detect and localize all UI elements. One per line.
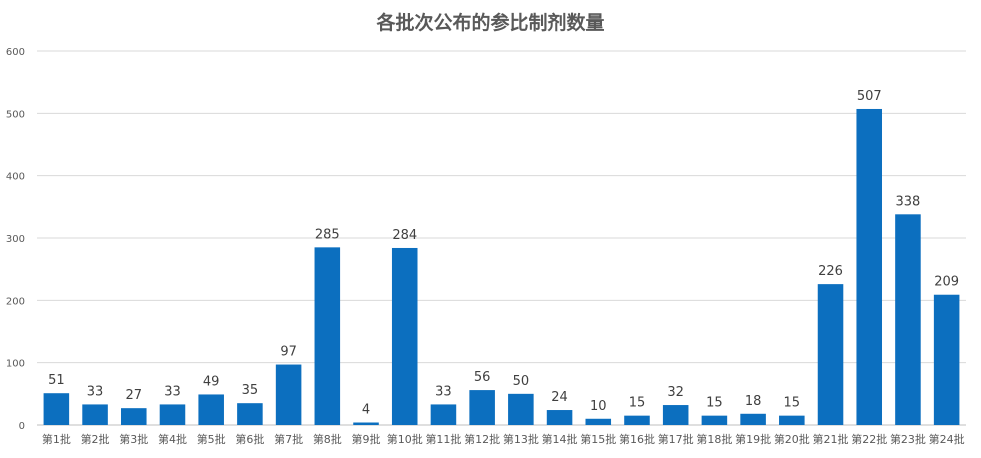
data-label: 56 bbox=[474, 370, 491, 385]
bar bbox=[314, 247, 341, 425]
y-tick-label: 500 bbox=[6, 109, 25, 120]
data-label: 4 bbox=[362, 403, 370, 418]
bar bbox=[662, 405, 689, 425]
data-label: 33 bbox=[164, 384, 181, 399]
y-tick-label: 100 bbox=[6, 359, 25, 370]
x-tick-label: 第19批 bbox=[735, 432, 771, 446]
data-label: 32 bbox=[667, 385, 684, 400]
data-label: 15 bbox=[706, 396, 723, 411]
data-label: 15 bbox=[784, 396, 801, 411]
bar bbox=[933, 294, 960, 425]
bar bbox=[469, 390, 495, 425]
bar bbox=[546, 410, 573, 425]
y-tick-label: 300 bbox=[6, 234, 25, 245]
data-label: 35 bbox=[242, 383, 259, 398]
x-tick-label: 第3批 bbox=[119, 432, 148, 446]
x-tick-label: 第13批 bbox=[503, 432, 539, 446]
x-tick-label: 第24批 bbox=[929, 432, 965, 446]
bar bbox=[198, 394, 224, 425]
x-tick-label: 第18批 bbox=[696, 432, 732, 446]
y-tick-label: 0 bbox=[19, 421, 25, 432]
x-tick-label: 第21批 bbox=[813, 432, 849, 446]
x-tick-label: 第14批 bbox=[542, 432, 578, 446]
data-label: 33 bbox=[435, 384, 452, 399]
x-tick-label: 第20批 bbox=[774, 432, 810, 446]
data-label: 209 bbox=[934, 275, 959, 290]
bar bbox=[585, 418, 612, 425]
x-tick-label: 第10批 bbox=[387, 432, 423, 446]
data-label: 10 bbox=[590, 399, 607, 414]
data-label: 285 bbox=[315, 227, 340, 242]
data-label: 51 bbox=[48, 373, 65, 388]
x-tick-label: 第4批 bbox=[158, 432, 187, 446]
x-tick-label: 第16批 bbox=[619, 432, 655, 446]
bar bbox=[624, 415, 650, 425]
data-label: 507 bbox=[857, 89, 882, 104]
x-tick-label: 第8批 bbox=[313, 432, 342, 446]
data-label: 284 bbox=[392, 228, 417, 243]
data-label: 97 bbox=[280, 345, 297, 360]
data-label: 18 bbox=[745, 394, 762, 409]
x-tick-label: 第5批 bbox=[197, 432, 226, 446]
bar bbox=[82, 404, 108, 425]
x-tick-label: 第9批 bbox=[352, 432, 381, 446]
bar bbox=[817, 284, 844, 425]
bar bbox=[508, 393, 534, 425]
data-label: 27 bbox=[125, 388, 142, 403]
x-tick-label: 第6批 bbox=[235, 432, 264, 446]
bar bbox=[430, 404, 457, 425]
x-tick-label: 第15批 bbox=[580, 432, 616, 446]
bar bbox=[391, 247, 418, 425]
bar bbox=[43, 393, 70, 425]
data-label: 33 bbox=[87, 384, 104, 399]
bar bbox=[740, 413, 766, 425]
y-tick-label: 400 bbox=[6, 172, 25, 183]
data-label: 50 bbox=[513, 374, 530, 389]
y-tick-label: 200 bbox=[6, 296, 25, 307]
bar bbox=[895, 214, 921, 425]
x-tick-label: 第22批 bbox=[851, 432, 887, 446]
chart-title: 各批次公布的参比制剂数量 bbox=[376, 12, 605, 34]
bar bbox=[779, 415, 805, 425]
x-tick-label: 第17批 bbox=[658, 432, 694, 446]
bar bbox=[701, 415, 728, 425]
bar bbox=[856, 108, 883, 425]
y-tick-label: 600 bbox=[6, 47, 25, 58]
data-label: 15 bbox=[629, 396, 646, 411]
data-label: 226 bbox=[818, 264, 843, 279]
data-label: 49 bbox=[203, 374, 220, 389]
x-tick-label: 第11批 bbox=[425, 432, 461, 446]
x-tick-label: 第7批 bbox=[274, 432, 303, 446]
bar bbox=[237, 403, 263, 425]
bar bbox=[353, 422, 379, 425]
bar bbox=[275, 364, 302, 425]
data-label: 338 bbox=[896, 194, 921, 209]
x-tick-label: 第2批 bbox=[81, 432, 110, 446]
data-label: 24 bbox=[551, 390, 568, 405]
x-tick-label: 第1批 bbox=[42, 432, 71, 446]
x-tick-label: 第23批 bbox=[890, 432, 926, 446]
bar bbox=[120, 408, 147, 425]
bar bbox=[159, 404, 186, 425]
x-tick-label: 第12批 bbox=[464, 432, 500, 446]
